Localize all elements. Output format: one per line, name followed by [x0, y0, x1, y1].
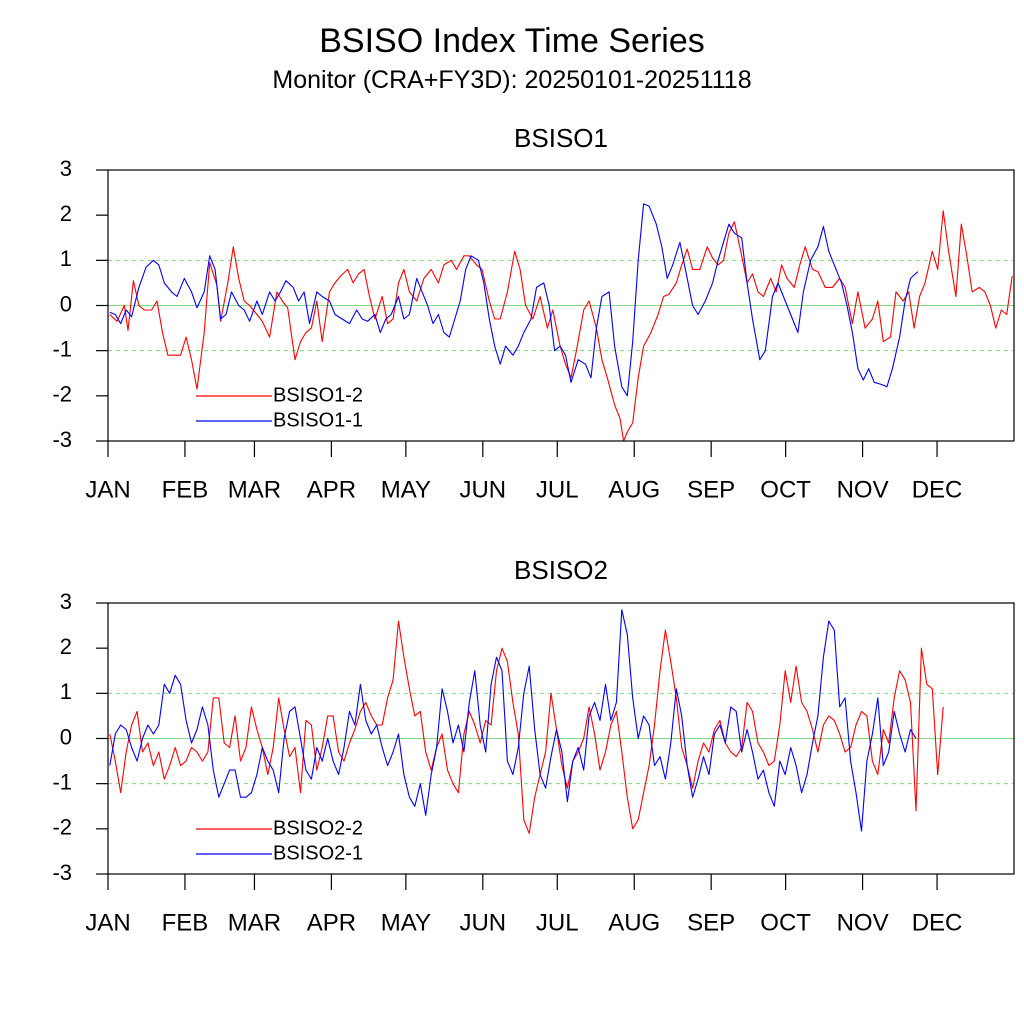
panel-2-month-label-mar: MAR [228, 909, 281, 936]
panel-1-ytick-label-0: 3 [60, 156, 72, 181]
panel-2-ytick-label-1: 2 [60, 634, 72, 659]
panel-1-ytick-label-2: 1 [60, 246, 72, 271]
panel-2-month-label-feb: FEB [162, 909, 209, 936]
panel-2-ytick-label-4: -1 [52, 769, 72, 794]
panel-1-month-label-jul: JUL [536, 476, 579, 503]
panel-1-month-label-may: MAY [381, 476, 431, 503]
panel-1-ytick-label-1: 2 [60, 201, 72, 226]
panel-2-series-2-line [109, 609, 917, 832]
panel-1-month-label-aug: AUG [608, 476, 660, 503]
panel-2-month-label-oct: OCT [760, 909, 811, 936]
panel-2-month-label-nov: NOV [837, 909, 889, 936]
panel-1-ytick-label-4: -1 [52, 336, 72, 361]
panel-2-ytick-label-0: 3 [60, 589, 72, 614]
panel-2-legend-label-1: BSISO2-2 [273, 817, 363, 839]
panel-1-month-label-apr: APR [307, 476, 356, 503]
panel-2-month-label-may: MAY [381, 909, 431, 936]
panel-1-ytick-label-3: 0 [60, 291, 72, 316]
panel-2-month-label-dec: DEC [912, 909, 963, 936]
panel-1-ytick-label-6: -3 [52, 427, 72, 452]
chart-title: BSISO Index Time Series [319, 22, 705, 60]
panel-1-month-label-dec: DEC [912, 476, 963, 503]
panel-1-legend-label-2: BSISO1-1 [273, 409, 363, 431]
panel-2-month-label-jan: JAN [85, 909, 130, 936]
panel-1-month-label-jun: JUN [459, 476, 506, 503]
panel-1-ytick-label-5: -2 [52, 382, 72, 407]
panel-2-series-1-line [109, 620, 944, 834]
panel-1-title: BSISO1 [514, 123, 608, 153]
chart-subtitle: Monitor (CRA+FY3D): 20250101-20251118 [272, 66, 752, 94]
panel-1-series-1-line [109, 210, 1013, 442]
panel-1-month-label-oct: OCT [760, 476, 811, 503]
panel-1-month-label-feb: FEB [162, 476, 209, 503]
panel-1-month-label-sep: SEP [687, 476, 735, 503]
panel-1-month-label-jan: JAN [85, 476, 130, 503]
panel-2-ytick-label-2: 1 [60, 679, 72, 704]
panel-2-legend-label-2: BSISO2-1 [273, 842, 363, 864]
panel-2-month-label-apr: APR [307, 909, 356, 936]
panel-1-month-label-mar: MAR [228, 476, 281, 503]
panel-1-legend-label-1: BSISO1-2 [273, 384, 363, 406]
panel-2-month-label-sep: SEP [687, 909, 735, 936]
panel-2-ytick-label-3: 0 [60, 724, 72, 749]
panel-2-month-label-jun: JUN [459, 909, 506, 936]
panel-2-ytick-label-5: -2 [52, 815, 72, 840]
panel-1-month-label-nov: NOV [837, 476, 889, 503]
panel-2-month-label-jul: JUL [536, 909, 579, 936]
panel-1-series-2-line [109, 203, 919, 397]
panel-2-title: BSISO2 [514, 555, 608, 585]
panel-2-month-label-aug: AUG [608, 909, 660, 936]
panel-2-ytick-label-6: -3 [52, 860, 72, 885]
